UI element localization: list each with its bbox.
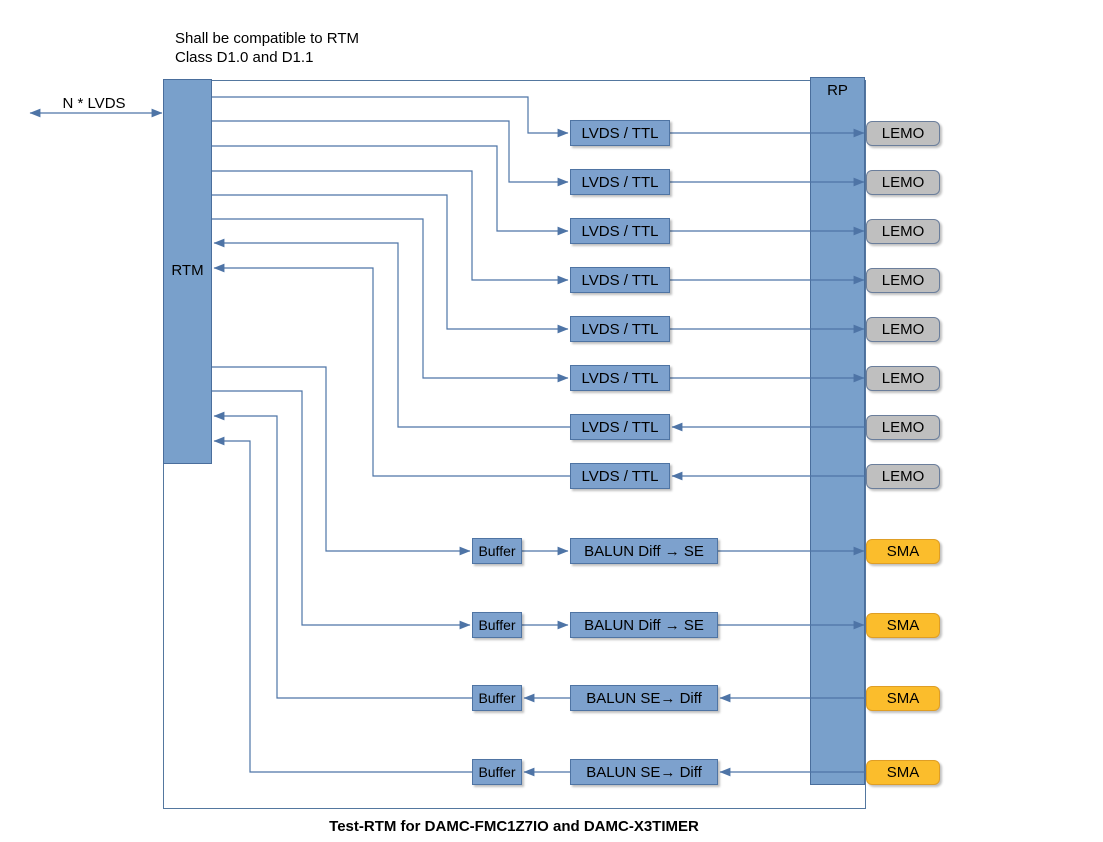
left-bus-label: N * LVDS: [62, 95, 126, 112]
lvds-ttl-block: LVDS / TTL: [570, 169, 670, 195]
lemo-connector: LEMO: [866, 415, 940, 440]
lemo-connector: LEMO: [866, 121, 940, 146]
buffer-block: Buffer: [472, 759, 522, 785]
wire-lvds8-to-rtm: [213, 263, 570, 477]
lvds-ttl-block: LVDS / TTL: [570, 365, 670, 391]
wire-rtm-to-lvds-4: [212, 170, 569, 285]
wire-rtm-to-buffer-1: [212, 366, 471, 556]
lemo-connector: LEMO: [866, 219, 940, 244]
balun-block: BALUN SE→ Diff: [570, 685, 718, 711]
wire-rtm-to-lvds-5: [212, 194, 569, 334]
lvds-ttl-block: LVDS / TTL: [570, 463, 670, 489]
compatibility-note-line1: Shall be compatible to RTM: [175, 30, 359, 47]
rp-panel-block: [810, 77, 865, 785]
rtm-connector-block: [163, 79, 212, 464]
rtm-label: RTM: [171, 262, 204, 279]
wire-buffer4-to-rtm: [213, 436, 472, 773]
compatibility-note: Shall be compatible to RTM Class D1.0 an…: [175, 29, 495, 67]
balun-block: BALUN Diff → SE: [570, 538, 718, 564]
buffer-block: Buffer: [472, 685, 522, 711]
wire-rtm-to-lvds-1: [212, 96, 569, 138]
lvds-ttl-block: LVDS / TTL: [570, 218, 670, 244]
sma-connector: SMA: [866, 539, 940, 564]
balun-block: BALUN Diff → SE: [570, 612, 718, 638]
lemo-connector: LEMO: [866, 464, 940, 489]
lvds-ttl-block: LVDS / TTL: [570, 120, 670, 146]
sma-connector: SMA: [866, 760, 940, 785]
diagram-caption: Test-RTM for DAMC-FMC1Z7IO and DAMC-X3TI…: [329, 818, 699, 835]
wire-rtm-to-lvds-3: [212, 145, 569, 236]
lvds-ttl-block: LVDS / TTL: [570, 414, 670, 440]
lvds-ttl-block: LVDS / TTL: [570, 316, 670, 342]
compatibility-note-line2: Class D1.0 and D1.1: [175, 49, 314, 66]
lemo-connector: LEMO: [866, 268, 940, 293]
lemo-connector: LEMO: [866, 366, 940, 391]
wire-lvds7-to-rtm: [213, 238, 570, 428]
balun-block: BALUN SE→ Diff: [570, 759, 718, 785]
buffer-block: Buffer: [472, 612, 522, 638]
buffer-block: Buffer: [472, 538, 522, 564]
rp-label: RP: [827, 82, 848, 99]
wire-rtm-to-lvds-2: [212, 120, 569, 187]
sma-connector: SMA: [866, 613, 940, 638]
lemo-connector: LEMO: [866, 317, 940, 342]
lvds-ttl-block: LVDS / TTL: [570, 267, 670, 293]
wire-rtm-to-buffer-2: [212, 390, 471, 630]
lemo-connector: LEMO: [866, 170, 940, 195]
wire-buffer3-to-rtm: [213, 411, 472, 699]
sma-connector: SMA: [866, 686, 940, 711]
wire-rtm-to-lvds-6: [212, 218, 569, 383]
